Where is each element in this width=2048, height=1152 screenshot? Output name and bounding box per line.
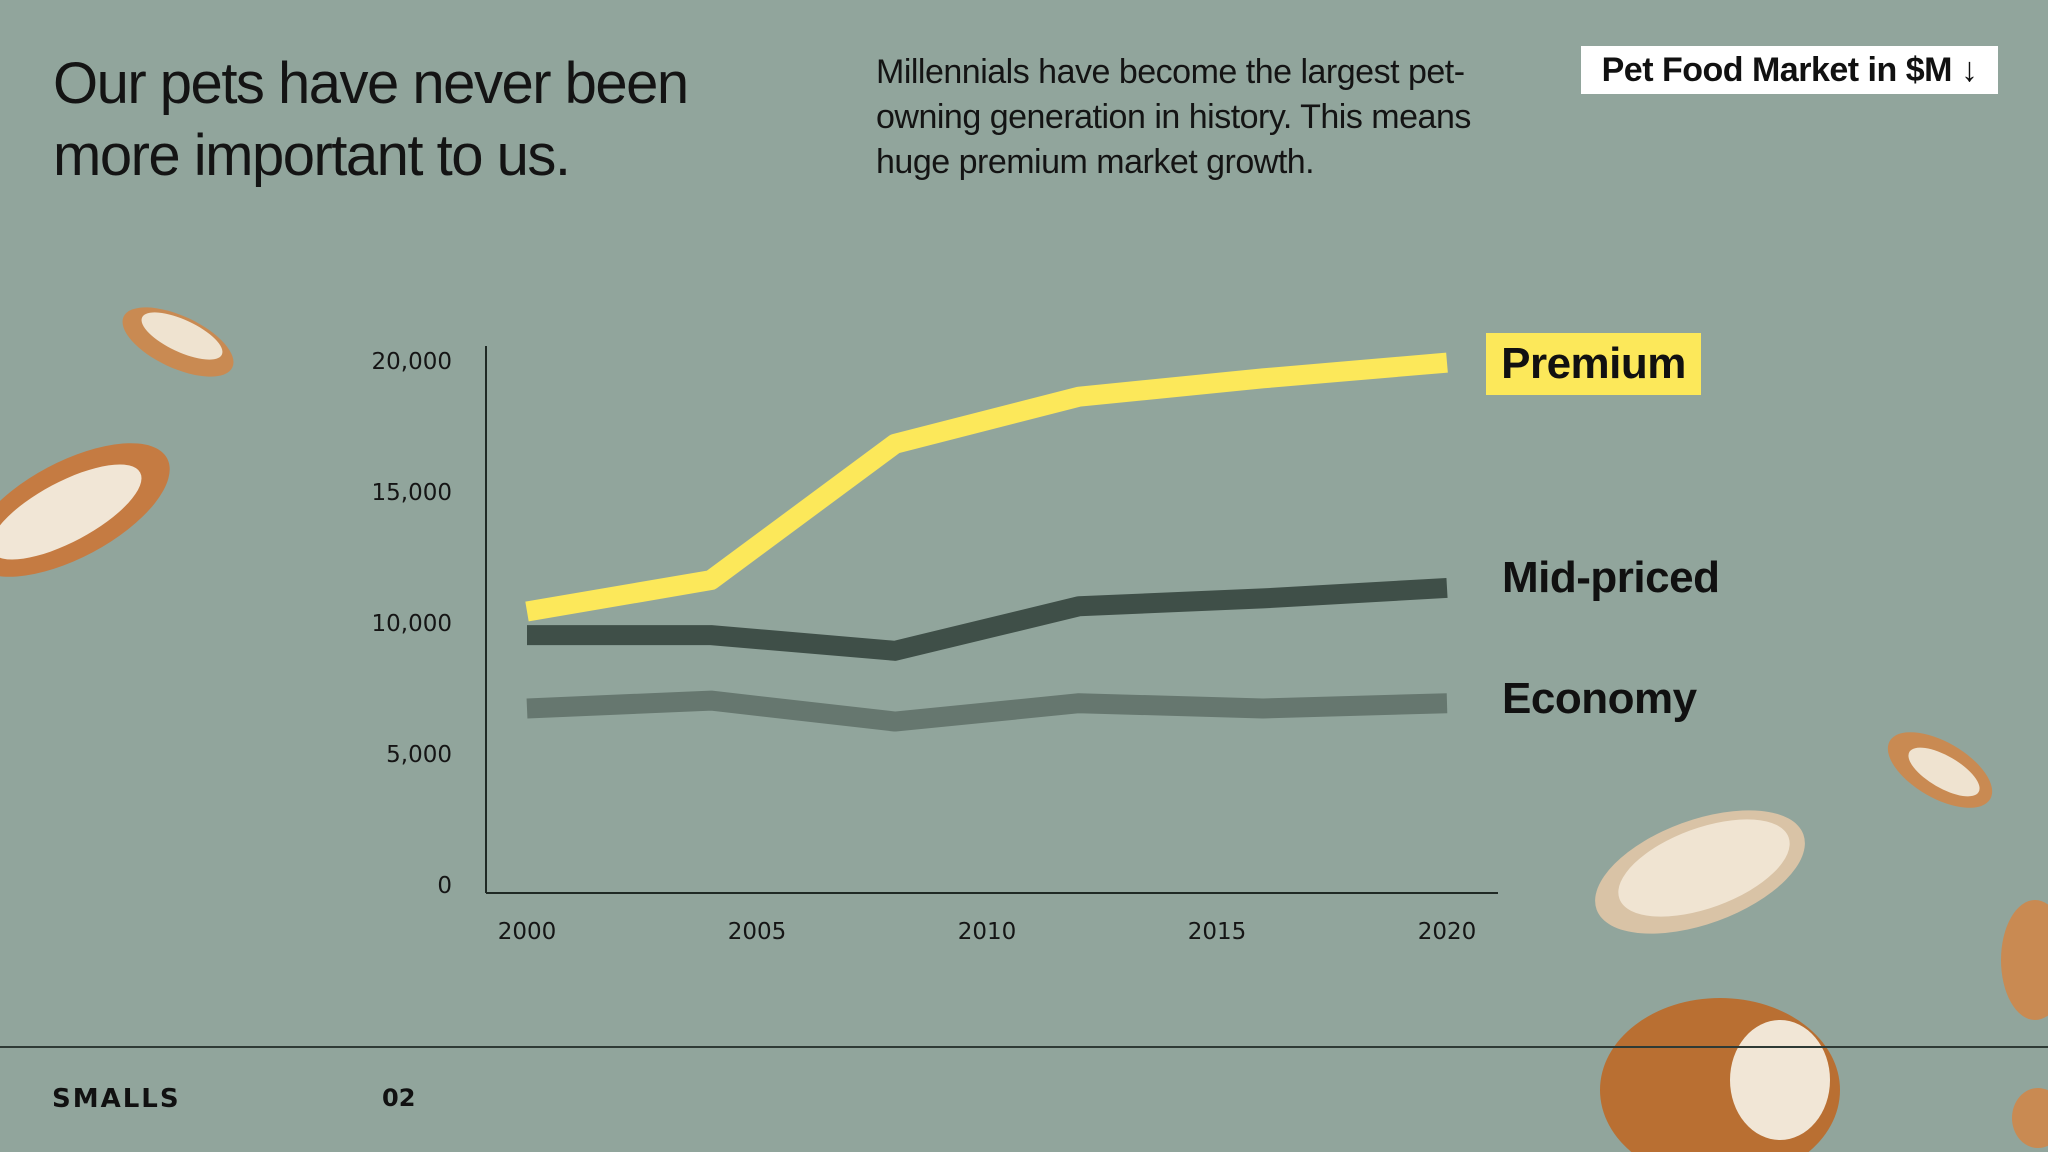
- y-tick-label: 15,000: [372, 480, 452, 506]
- series-label-premium: Premium: [1486, 333, 1701, 395]
- page-number: 02: [382, 1084, 416, 1112]
- x-tick-label: 2010: [958, 919, 1017, 945]
- y-tick-label: 0: [437, 873, 452, 899]
- y-tick-label: 20,000: [372, 349, 452, 375]
- brand-logo: SMALLS: [52, 1084, 181, 1114]
- x-tick-label: 2015: [1188, 919, 1247, 945]
- series-line-economy: [526, 690, 1448, 732]
- market-legend-button[interactable]: Pet Food Market in $M ↓: [1581, 46, 1998, 94]
- y-tick-label: 5,000: [386, 742, 452, 768]
- series-label-mid-priced: Mid-priced: [1502, 553, 1720, 602]
- x-tick-label: 2020: [1418, 919, 1477, 945]
- page-headline: Our pets have never been more important …: [53, 51, 689, 188]
- series-line-mid-priced: [527, 577, 1448, 661]
- footer-divider: [0, 1046, 2048, 1048]
- y-tick-label: 10,000: [372, 611, 452, 637]
- x-tick-label: 2005: [728, 919, 787, 945]
- series-line-premium: [525, 352, 1448, 622]
- series-label-economy: Economy: [1502, 674, 1697, 723]
- page-subtext: Millennials have become the largest pet-…: [876, 53, 1471, 181]
- x-tick-label: 2000: [498, 919, 557, 945]
